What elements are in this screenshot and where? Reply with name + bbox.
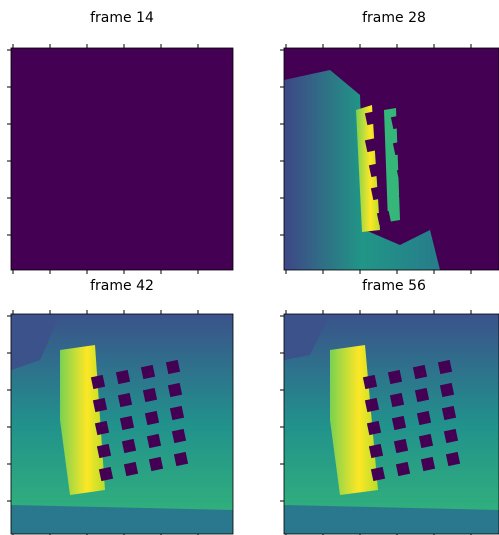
marker — [124, 462, 138, 476]
marker — [145, 411, 159, 425]
marker — [149, 457, 163, 471]
marker — [413, 365, 427, 379]
marker — [399, 193, 413, 207]
marker — [118, 393, 132, 407]
marker — [172, 429, 186, 443]
marker — [365, 111, 379, 125]
marker — [396, 462, 410, 476]
marker — [369, 163, 383, 177]
marker — [168, 383, 182, 397]
marker — [394, 439, 408, 453]
marker — [166, 360, 180, 374]
image — [11, 48, 233, 270]
marker — [369, 444, 383, 458]
marker — [392, 416, 406, 430]
marker — [141, 365, 155, 379]
marker — [116, 370, 130, 384]
marker — [438, 360, 452, 374]
marker — [390, 393, 404, 407]
marker — [417, 411, 431, 425]
marker — [120, 416, 134, 430]
marker — [91, 375, 105, 389]
marker — [122, 439, 136, 453]
panel-title: frame 56 — [362, 278, 426, 294]
marker — [393, 141, 407, 155]
marker — [170, 406, 184, 420]
marker — [388, 370, 402, 384]
marker — [95, 421, 109, 435]
marker — [446, 452, 460, 466]
marker — [147, 434, 161, 448]
image — [284, 314, 499, 534]
marker — [99, 467, 113, 481]
marker — [143, 388, 157, 402]
marker — [97, 444, 111, 458]
marker — [93, 398, 107, 412]
marker — [391, 115, 405, 129]
marker — [442, 406, 456, 420]
panel-title: frame 14 — [90, 10, 154, 26]
figure: frame 14 frame 28 frame 42 frame 56 — [0, 0, 499, 535]
marker — [415, 388, 429, 402]
marker — [174, 452, 188, 466]
marker — [367, 421, 381, 435]
image — [284, 48, 499, 270]
marker — [377, 211, 391, 225]
marker — [419, 434, 433, 448]
marker — [397, 168, 411, 182]
marker — [365, 138, 379, 152]
panel-title: frame 42 — [90, 278, 154, 294]
marker — [363, 375, 377, 389]
marker — [444, 429, 458, 443]
marker — [365, 398, 379, 412]
marker — [440, 383, 454, 397]
marker — [371, 186, 385, 200]
panel-title: frame 28 — [362, 10, 426, 26]
marker — [421, 457, 435, 471]
marker — [371, 467, 385, 481]
